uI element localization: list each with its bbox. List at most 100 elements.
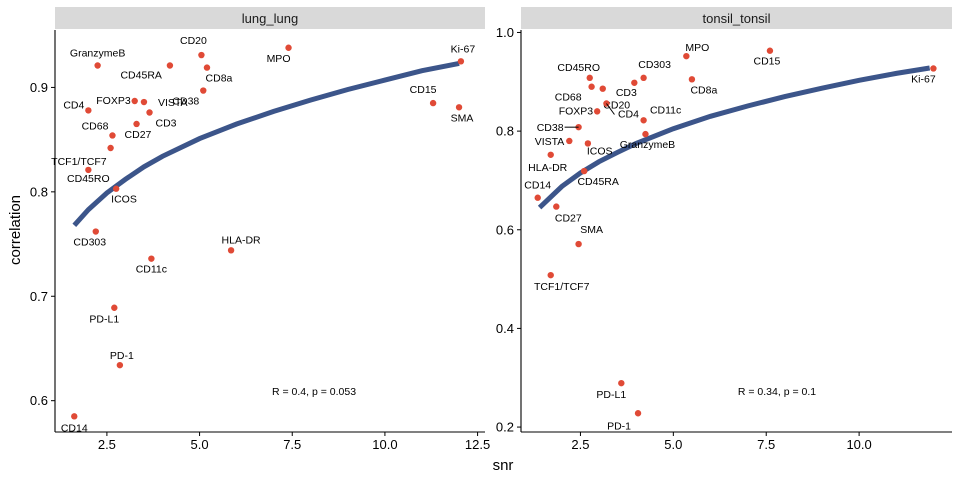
point-label: SMA — [451, 112, 474, 124]
correlation-annotation: R = 0.34, p = 0.1 — [738, 386, 816, 398]
data-point — [593, 108, 601, 115]
data-point — [146, 109, 153, 116]
data-point — [131, 97, 138, 105]
point-label: PD-1 — [110, 350, 134, 362]
point-label: MPO — [685, 42, 709, 54]
point-label: PD-L1 — [596, 389, 626, 401]
data-point — [642, 130, 649, 138]
point-label: CD4 — [63, 99, 84, 111]
facet-strip-label: tonsil_tonsil — [703, 11, 771, 26]
y-tick-label: 1.0 — [496, 25, 514, 40]
data-point — [112, 185, 120, 192]
data-point — [930, 65, 937, 72]
point-label: CD68 — [82, 120, 109, 132]
point-label: CD303 — [73, 237, 106, 249]
point-label: CD8a — [206, 73, 233, 85]
data-point — [148, 255, 155, 262]
data-point — [227, 247, 235, 254]
x-axis-title: snr — [493, 457, 514, 474]
data-point — [588, 83, 595, 90]
facet-strip — [55, 7, 485, 29]
x-tick-label: 2.5 — [98, 437, 116, 452]
label-leader — [606, 103, 615, 115]
data-point — [92, 228, 99, 235]
point-label: GranzymeB — [620, 139, 675, 151]
y-tick-label: 0.2 — [496, 420, 514, 435]
point-label: Ki-67 — [911, 73, 936, 85]
point-label: HLA-DR — [528, 162, 568, 174]
data-point — [688, 76, 696, 83]
data-point — [116, 361, 124, 369]
point-label: CD27 — [125, 129, 152, 141]
point-label: CD15 — [754, 56, 781, 68]
point-label: Ki-67 — [451, 43, 476, 55]
data-point — [640, 117, 647, 124]
point-label: CD303 — [638, 59, 671, 71]
point-label: PD-L1 — [89, 314, 119, 326]
point-label: MPO — [267, 53, 291, 65]
y-tick-label: 0.6 — [30, 393, 48, 408]
data-point — [640, 74, 647, 82]
point-label: CD38 — [537, 122, 564, 134]
data-point — [634, 410, 642, 417]
point-label: CD11c — [650, 104, 681, 116]
x-tick-label: 7.5 — [283, 437, 301, 452]
data-point — [109, 132, 116, 139]
data-point — [285, 44, 292, 51]
panel-lung_lung: lung_lung 0.6 0.7 0.8 0.9 2.5 5.0 7.5 10.0 12.5 Gr… — [30, 7, 490, 452]
data-point — [575, 240, 582, 248]
point-label: CD3 — [616, 87, 637, 99]
data-point — [111, 304, 118, 311]
data-point — [566, 137, 573, 145]
point-label: FOXP3 — [96, 95, 131, 107]
point-label: HLA-DR — [222, 234, 262, 246]
point-label: CD45RO — [557, 62, 600, 74]
data-point — [618, 379, 625, 387]
data-point — [85, 166, 92, 174]
point-label: CD45RO — [67, 173, 110, 185]
point-label: CD45RA — [577, 176, 618, 188]
point-label: SMA — [580, 224, 603, 236]
data-point — [94, 62, 101, 69]
data-point — [71, 413, 78, 420]
data-point — [203, 64, 211, 71]
data-point — [599, 85, 606, 92]
x-tick-label: 5.0 — [664, 437, 682, 452]
point-label: CD20 — [180, 35, 207, 47]
data-point — [166, 62, 174, 69]
point-label: GranzymeB — [70, 48, 125, 60]
point-label: PD-1 — [607, 420, 631, 432]
data-point — [429, 99, 437, 107]
data-point — [457, 58, 465, 65]
point-label: FOXP3 — [559, 105, 594, 117]
data-point — [586, 74, 593, 82]
point-label: CD38 — [172, 96, 199, 108]
point-label: CD11c — [136, 264, 167, 276]
data-point — [140, 98, 148, 106]
fit-curve — [72, 60, 460, 227]
point-label: CD14 — [61, 422, 88, 434]
data-point — [683, 52, 690, 60]
data-point — [547, 271, 554, 279]
correlation-annotation: R = 0.4, p = 0.053 — [272, 386, 356, 398]
data-point — [766, 47, 774, 54]
point-label: ICOS — [587, 145, 613, 157]
facet-strip-label: lung_lung — [242, 11, 298, 26]
data-point — [200, 87, 207, 94]
data-point — [455, 104, 463, 111]
point-label: ICOS — [111, 194, 137, 206]
y-axis-title: correlation — [7, 195, 24, 265]
y-tick-label: 0.9 — [30, 80, 48, 95]
data-point — [133, 120, 140, 128]
x-tick-label: 10.0 — [846, 437, 871, 452]
x-tick-label: 2.5 — [571, 437, 589, 452]
data-point — [584, 140, 592, 147]
point-label: TCF1/TCF7 — [51, 156, 107, 168]
point-label: CD15 — [410, 84, 437, 96]
point-label: VISTA — [535, 136, 565, 148]
y-tick-label: 0.6 — [496, 222, 514, 237]
point-label: CD45RA — [120, 70, 161, 82]
point-label: CD27 — [555, 213, 582, 225]
